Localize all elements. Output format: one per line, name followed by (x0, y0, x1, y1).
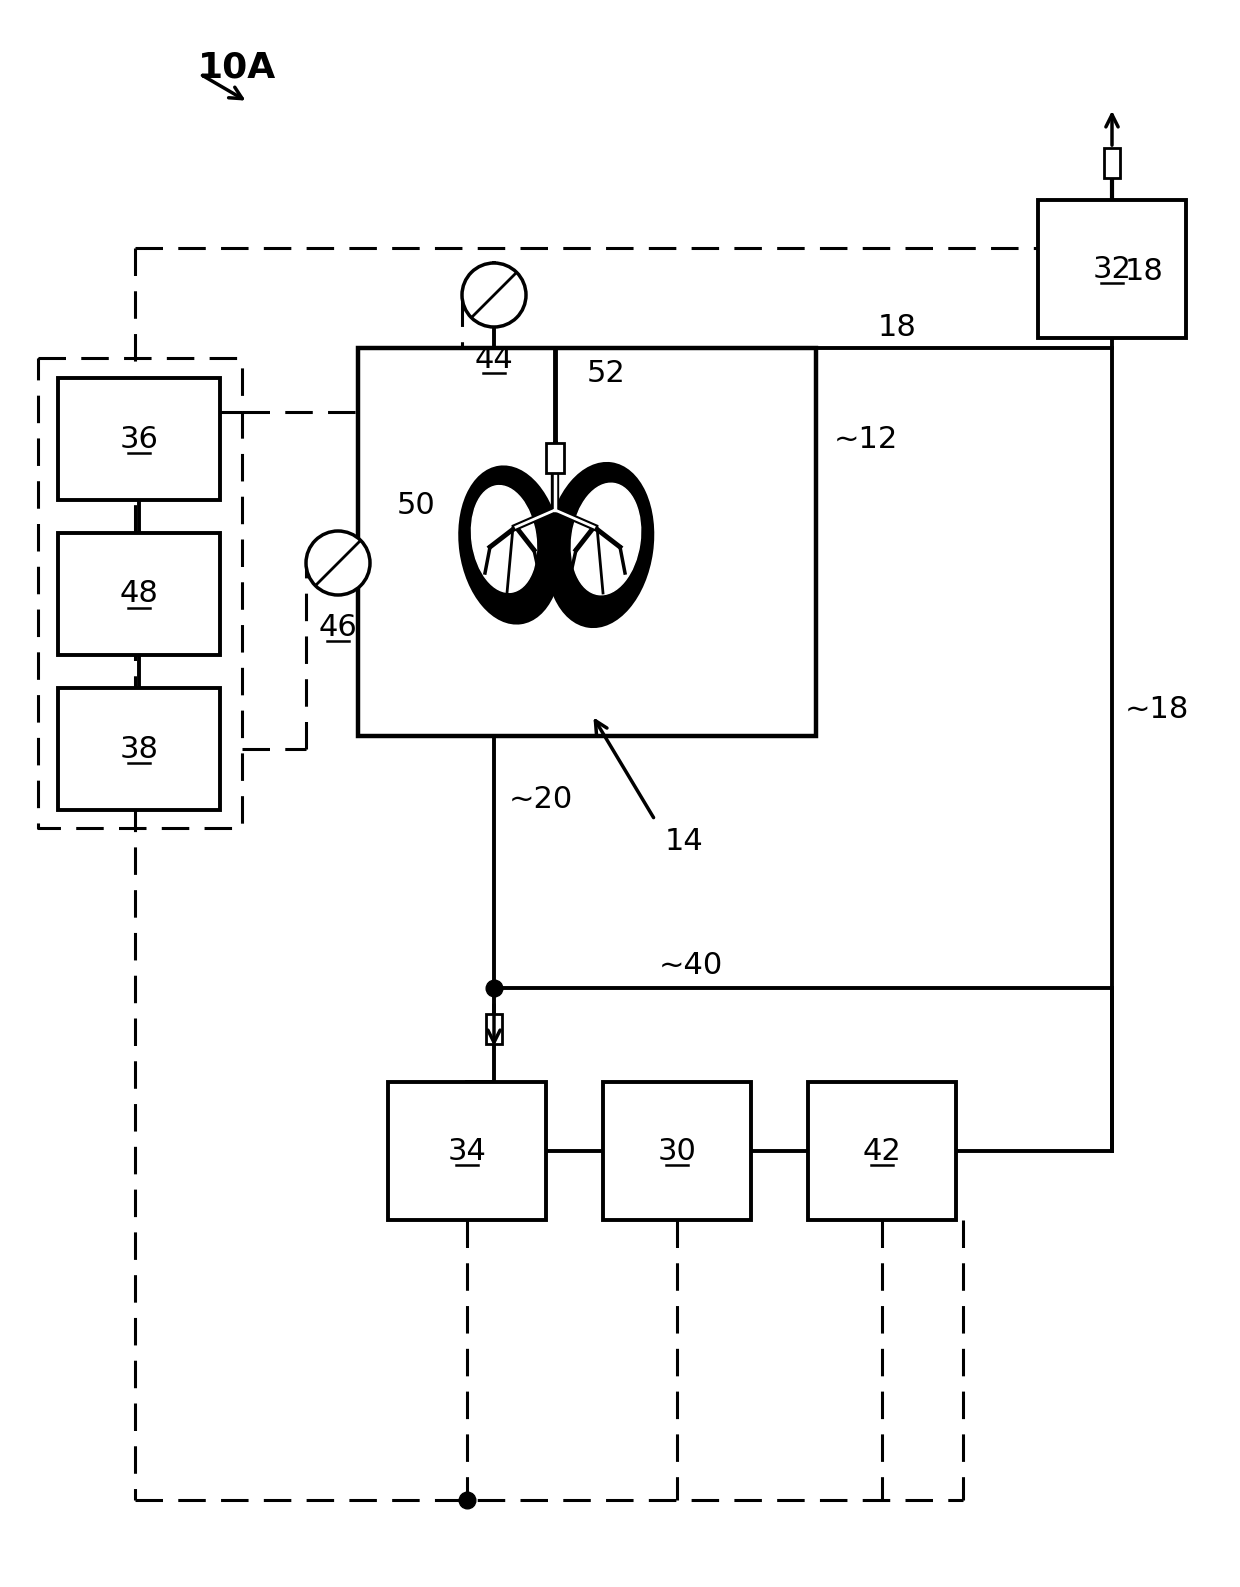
Bar (58, 533, 219, 655)
Text: ~40: ~40 (658, 951, 723, 979)
Text: 50: 50 (397, 492, 435, 521)
Bar (603, 1082, 751, 1220)
Text: ~20: ~20 (508, 786, 573, 814)
Ellipse shape (459, 467, 560, 624)
Text: 52: 52 (587, 359, 626, 387)
Text: 10A: 10A (198, 51, 277, 86)
Text: 36: 36 (119, 424, 159, 454)
Bar (58, 378, 219, 500)
Text: 32: 32 (1092, 254, 1131, 284)
Bar (546, 443, 564, 473)
Circle shape (463, 263, 526, 327)
Text: 42: 42 (863, 1136, 901, 1165)
Ellipse shape (547, 463, 653, 627)
Text: ~12: ~12 (835, 425, 898, 454)
Text: 44: 44 (475, 344, 513, 373)
Ellipse shape (471, 486, 537, 592)
Text: 18: 18 (1125, 257, 1164, 287)
Bar (388, 1082, 546, 1220)
Text: 30: 30 (657, 1136, 697, 1165)
Text: 38: 38 (119, 735, 159, 763)
Text: 18: 18 (878, 314, 916, 343)
Bar (486, 1014, 502, 1044)
Bar (808, 1082, 956, 1220)
Bar (58, 689, 219, 809)
Bar (358, 348, 816, 736)
Ellipse shape (572, 484, 641, 595)
Text: 34: 34 (448, 1136, 486, 1165)
Bar (1104, 148, 1120, 178)
Bar (1038, 200, 1185, 338)
Text: 14: 14 (665, 827, 704, 857)
Text: 46: 46 (319, 613, 357, 641)
Circle shape (306, 532, 370, 595)
Text: ~18: ~18 (1125, 695, 1189, 725)
Text: 48: 48 (119, 579, 159, 608)
